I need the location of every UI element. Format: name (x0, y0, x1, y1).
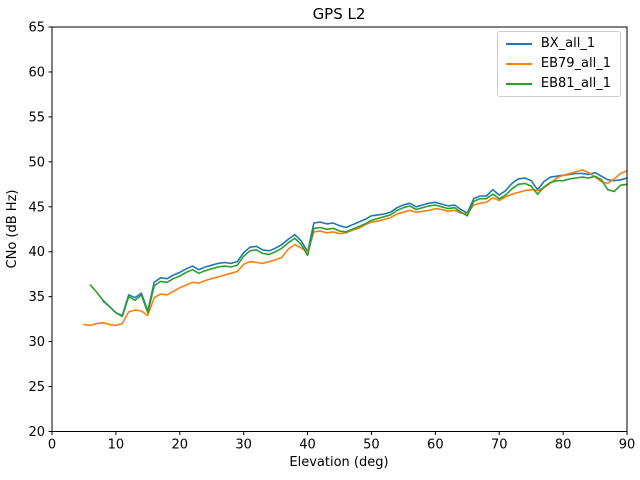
x-tick-label: 40 (299, 438, 316, 453)
legend-item: EB79_all_1 (505, 56, 611, 71)
series-line-BX_all_1 (102, 171, 628, 317)
y-tick-label: 40 (28, 245, 45, 260)
plot-border (51, 26, 628, 432)
x-tick-label: 30 (235, 438, 252, 453)
y-tick-label: 35 (28, 290, 45, 305)
y-tick-label: 50 (28, 155, 45, 170)
x-tick-label: 90 (619, 438, 636, 453)
legend-item: BX_all_1 (505, 36, 611, 51)
x-tick-label: 0 (48, 438, 56, 453)
x-tick-label: 10 (108, 438, 125, 453)
y-tick-label: 25 (28, 380, 45, 395)
chart-title: GPS L2 (313, 5, 366, 23)
x-tick-label: 80 (555, 438, 572, 453)
y-tick-label: 55 (28, 110, 45, 125)
y-tick-label: 60 (28, 65, 45, 80)
series-line-EB79_all_1 (83, 169, 628, 327)
legend-line-swatch (505, 83, 532, 85)
y-axis-label: CNo (dB Hz) (5, 190, 20, 269)
legend-label: BX_all_1 (540, 36, 596, 51)
x-axis-label: Elevation (deg) (289, 455, 388, 470)
legend-line-swatch (505, 63, 532, 65)
legend-line-swatch (505, 43, 532, 45)
x-tick-label: 70 (491, 438, 508, 453)
x-tick-label: 60 (427, 438, 444, 453)
legend: BX_all_1 EB79_all_1 EB81_all_1 (496, 31, 621, 97)
y-tick-label: 20 (28, 425, 45, 440)
legend-label: EB79_all_1 (540, 56, 611, 71)
y-tick-label: 45 (28, 200, 45, 215)
x-tick-label: 50 (363, 438, 380, 453)
legend-label: EB81_all_1 (540, 76, 611, 91)
axis-ticks: 0 10 20 30 40 50 60 70 80 90 20 25 30 35 40 45 50 55 60 65 (28, 21, 635, 453)
series-lines (83, 169, 628, 327)
series-line-EB81_all_1 (89, 175, 628, 318)
legend-item: EB81_all_1 (505, 76, 611, 91)
x-tick-label: 20 (172, 438, 189, 453)
y-tick-label: 65 (28, 21, 45, 36)
y-tick-label: 30 (28, 335, 45, 350)
